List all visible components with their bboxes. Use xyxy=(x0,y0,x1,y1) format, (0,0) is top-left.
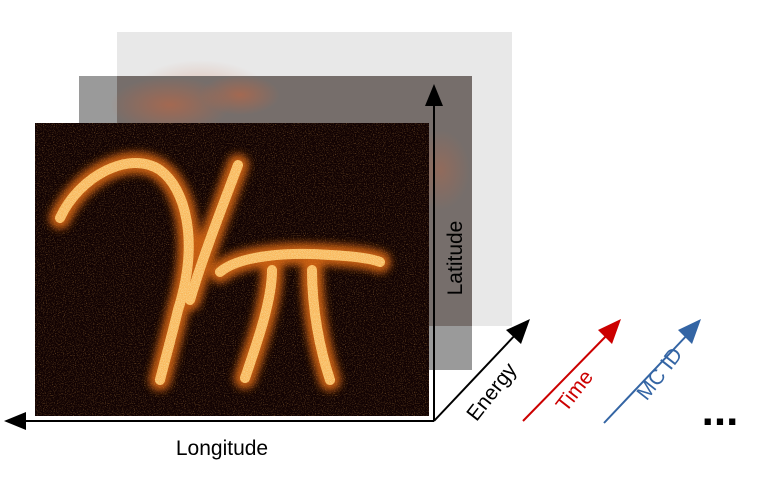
mc-id-axis: MC ID xyxy=(603,319,701,424)
time-label: Time xyxy=(552,366,598,416)
front-layer xyxy=(35,123,429,416)
latitude-axis: Latitude xyxy=(425,84,467,421)
time-axis: Time xyxy=(522,319,621,422)
more-dimensions-ellipsis: ... xyxy=(702,386,739,435)
pi-symbol xyxy=(209,243,391,391)
gamma-symbol xyxy=(49,152,249,391)
latitude-label: Latitude xyxy=(444,221,467,296)
mc-id-label: MC ID xyxy=(632,343,687,404)
longitude-label: Longitude xyxy=(176,437,268,460)
longitude-axis: Longitude xyxy=(4,412,434,460)
